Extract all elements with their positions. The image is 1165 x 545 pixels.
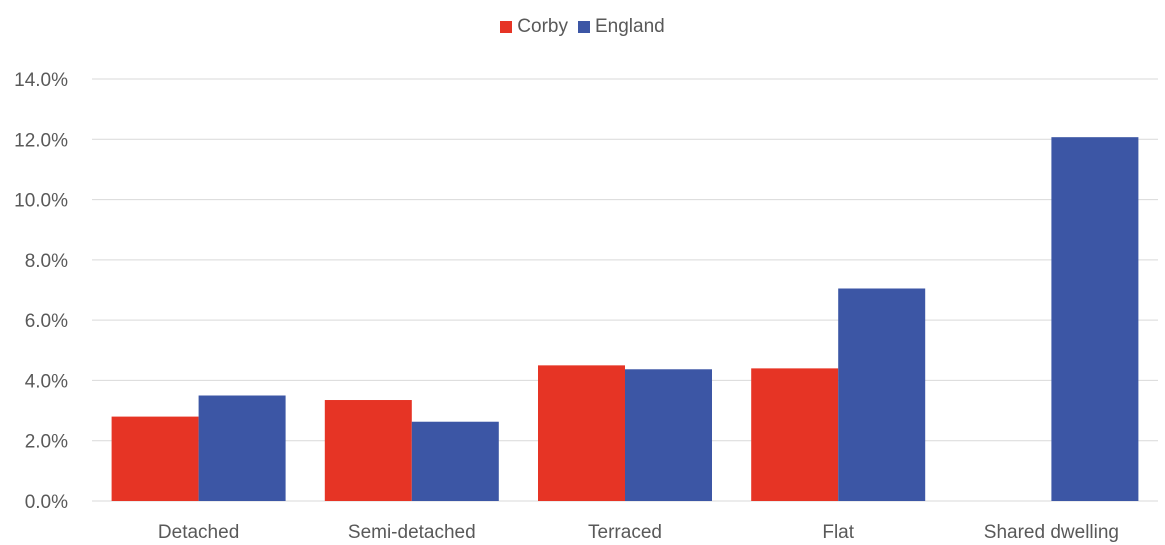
x-tick-label: Flat — [822, 522, 854, 543]
x-tick-label: Semi-detached — [348, 522, 476, 543]
x-tick-label: Shared dwelling — [984, 522, 1119, 543]
legend-item-corby: Corby — [500, 16, 568, 38]
y-tick-label: 2.0% — [25, 432, 68, 453]
y-tick-label: 14.0% — [14, 70, 68, 91]
bar-corby-terraced — [538, 365, 625, 501]
chart-legend: Corby England — [0, 16, 1165, 38]
legend-label-england: England — [594, 16, 665, 37]
bar-england-semi-detached — [411, 421, 499, 501]
x-tick-label: Detached — [158, 522, 239, 543]
legend-item-england: England — [577, 16, 665, 38]
x-tick-label: Terraced — [588, 522, 662, 543]
y-tick-label: 6.0% — [25, 311, 68, 332]
legend-swatch-england — [577, 21, 590, 33]
x-axis-tick-labels: Detached Semi-detached Terraced Flat Shared … — [158, 522, 1119, 543]
legend-swatch-corby — [500, 21, 513, 33]
y-tick-label: 8.0% — [25, 251, 68, 272]
y-tick-label: 4.0% — [25, 371, 68, 392]
y-tick-label: 12.0% — [14, 130, 68, 151]
bar-corby-detached — [111, 416, 199, 501]
bar-england-shared-dwelling — [1051, 137, 1139, 501]
bar-corby-flat — [751, 368, 839, 501]
bar-england-detached — [198, 395, 286, 501]
y-tick-label: 0.0% — [25, 492, 68, 513]
legend-label-corby: Corby — [517, 16, 568, 37]
gridlines — [92, 78, 1158, 502]
bars — [111, 137, 1139, 501]
bar-corby-semi-detached — [324, 400, 412, 501]
bar-england-terraced — [625, 369, 712, 501]
y-axis-tick-labels: 0.0% 2.0% 4.0% 6.0% 8.0% 10.0% 12.0% 14.0% — [14, 70, 68, 513]
bar-england-flat — [838, 288, 926, 501]
y-tick-label: 10.0% — [14, 191, 68, 212]
